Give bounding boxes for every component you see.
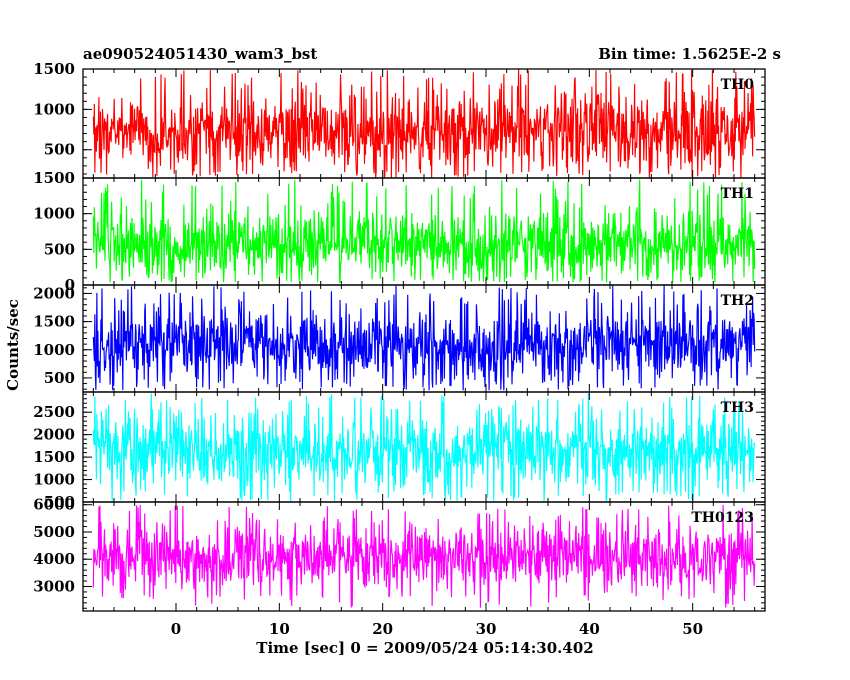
panel-th3: 500 1000 1500 2000 2500 TH3 <box>33 391 766 511</box>
y-tick-label: 2500 <box>33 403 75 421</box>
series-th1 <box>92 179 756 283</box>
y-tick-label: 6000 <box>33 496 75 514</box>
series-th3 <box>92 392 756 502</box>
x-tick-label: 50 <box>682 620 703 638</box>
panel-th0: 500 1000 1500 TH0 <box>33 60 766 179</box>
x-tick-label: 40 <box>579 620 600 638</box>
y-tick-label: 5000 <box>33 523 75 541</box>
panel-th1: 0 500 1000 1500 TH1 <box>33 169 766 294</box>
y-tick-label: 3000 <box>33 577 75 595</box>
header-left: ae090524051430_wam3_bst <box>83 45 317 63</box>
x-tick-label: 0 <box>171 620 181 638</box>
x-tick-label: 30 <box>476 620 497 638</box>
series-th0 <box>92 69 756 178</box>
header-right: Bin time: 1.5625E-2 s <box>598 45 781 63</box>
x-tick-label: 20 <box>372 620 393 638</box>
y-tick-label: 1500 <box>33 60 75 78</box>
y-tick-label: 1000 <box>33 471 75 489</box>
series-th0123 <box>92 504 756 608</box>
y-tick-label: 2000 <box>33 284 75 302</box>
y-tick-label: 2000 <box>33 426 75 444</box>
y-tick-label: 1000 <box>33 100 75 118</box>
panel-label: TH2 <box>721 293 754 309</box>
y-tick-label: 1000 <box>33 205 75 223</box>
y-tick-label: 500 <box>44 493 75 511</box>
y-tick-label: 500 <box>44 369 75 387</box>
y-tick-label: 1500 <box>33 313 75 331</box>
panel-th2: 500 1000 1500 2000 TH2 <box>33 284 766 393</box>
y-tick-label: 1500 <box>33 448 75 466</box>
y-tick-label: 4000 <box>33 550 75 568</box>
x-axis: 0 10 20 30 40 50 <box>171 620 703 638</box>
series-th2 <box>92 285 756 391</box>
panel-stack: 500 1000 1500 TH0 0 500 1000 1500 TH1 500 1000 1500… <box>33 60 766 612</box>
y-tick-label: 1000 <box>33 341 75 359</box>
y-tick-label: 500 <box>44 141 75 159</box>
x-axis-label: Time [sec] 0 = 2009/05/24 05:14:30.402 <box>256 639 593 657</box>
panel-label: TH1 <box>721 186 754 202</box>
y-tick-label: 500 <box>44 240 75 258</box>
panel-label: TH0123 <box>691 510 754 526</box>
y-tick-label: 0 <box>65 276 75 294</box>
panel-label: TH3 <box>721 400 754 416</box>
y-axis-label: Counts/sec <box>4 299 22 391</box>
x-tick-label: 10 <box>269 620 290 638</box>
y-tick-label: 1500 <box>33 169 75 187</box>
panel-label: TH0 <box>721 77 755 93</box>
panel-th0123: 3000 4000 5000 6000 TH0123 <box>33 496 766 612</box>
